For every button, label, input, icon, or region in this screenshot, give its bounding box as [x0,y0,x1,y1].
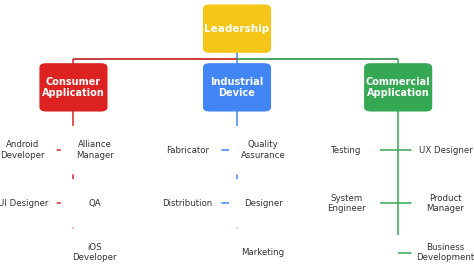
FancyBboxPatch shape [412,127,474,173]
Text: Designer: Designer [244,199,283,208]
Text: System
Engineer: System Engineer [327,194,365,213]
FancyBboxPatch shape [204,5,270,52]
FancyBboxPatch shape [412,180,474,227]
Text: Alliance
Manager: Alliance Manager [76,140,114,160]
Text: Fabricator: Fabricator [166,146,209,155]
Text: QA: QA [89,199,101,208]
Text: Consumer
Application: Consumer Application [42,76,105,98]
Text: iOS
Developer: iOS Developer [73,243,117,262]
FancyBboxPatch shape [62,229,128,273]
Text: Android
Developer: Android Developer [0,140,45,160]
FancyBboxPatch shape [155,180,220,227]
FancyBboxPatch shape [0,180,56,227]
FancyBboxPatch shape [204,64,270,110]
FancyBboxPatch shape [62,127,128,173]
FancyBboxPatch shape [0,127,56,173]
Text: Business
Development: Business Development [417,243,474,262]
Text: Leadership: Leadership [204,24,270,34]
FancyBboxPatch shape [313,127,379,173]
Text: Quality
Assurance: Quality Assurance [241,140,285,160]
Text: UX Designer: UX Designer [419,146,473,155]
FancyBboxPatch shape [155,127,220,173]
FancyBboxPatch shape [230,229,296,273]
FancyBboxPatch shape [40,64,106,110]
FancyBboxPatch shape [412,229,474,273]
FancyBboxPatch shape [365,64,431,110]
Text: Industrial
Device: Industrial Device [210,76,264,98]
Text: Distribution: Distribution [162,199,212,208]
Text: Product
Manager: Product Manager [427,194,465,213]
Text: Commercial
Application: Commercial Application [366,76,430,98]
FancyBboxPatch shape [313,180,379,227]
Text: Marketing: Marketing [242,248,284,257]
FancyBboxPatch shape [230,127,296,173]
FancyBboxPatch shape [230,180,296,227]
Text: UI Designer: UI Designer [0,199,48,208]
FancyBboxPatch shape [62,180,128,227]
Text: Testing: Testing [331,146,361,155]
